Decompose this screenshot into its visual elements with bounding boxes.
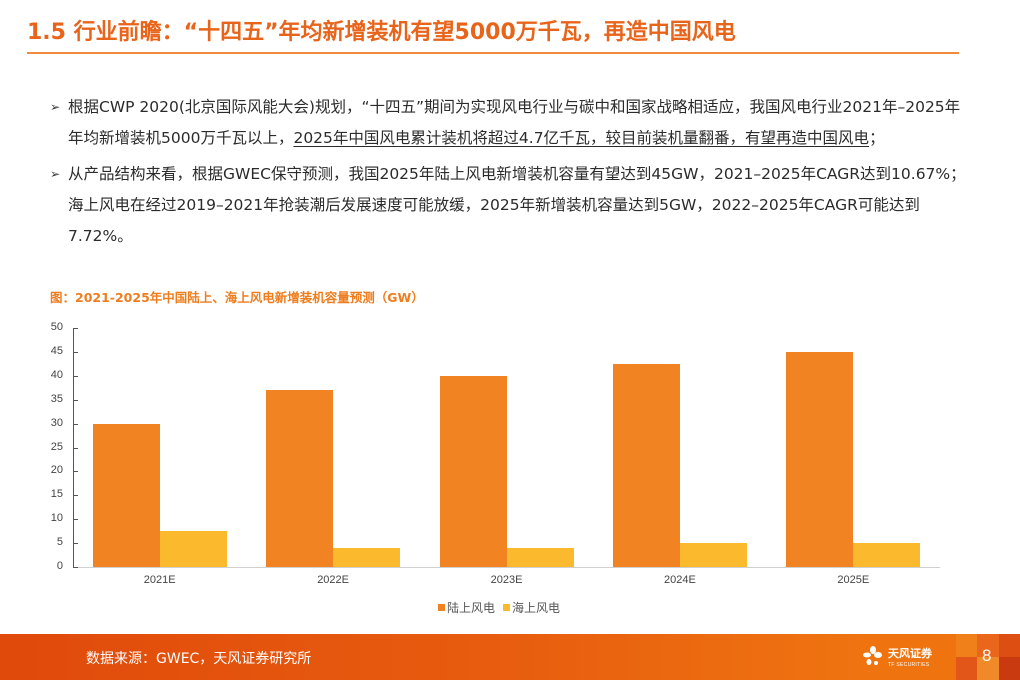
bullet-list: ➢ 根据CWP 2020(北京国际风能大会)规划，“十四五”期间为实现风电行业与… [50,92,970,257]
legend-label: 陆上风电 [447,601,496,615]
y-tick [73,543,78,545]
bar-offshore [333,547,401,567]
y-tick [73,423,78,425]
bullet-text-underlined: 2025年中国风电累计装机将超过4.7亿千瓦，较目前装机量翻番，有望再造中国风电 [293,129,870,147]
page-title: 1.5 行业前瞻：“十四五”年均新增装机有望5000万千瓦，再造中国风电 [27,20,736,45]
x-category-label: 2022E [317,574,349,586]
y-tick [73,447,78,449]
y-tick-label: 10 [50,512,63,525]
arrow-bullet-icon: ➢ [50,167,61,181]
y-tick-label: 0 [56,560,63,572]
bar-offshore [159,531,227,567]
x-axis [73,567,940,568]
bullet-text-tail: ； [869,129,885,147]
flower-logo-icon [863,646,882,665]
y-tick-label: 15 [50,488,63,501]
chart-legend: 陆上风电 海上风电 [438,599,560,616]
y-tick [73,495,78,497]
y-tick [73,399,78,401]
x-category-label: 2025E [837,574,870,586]
y-tick-label: 25 [50,440,63,453]
y-tick [73,328,78,329]
y-tick-label: 45 [50,344,63,357]
logo-text: 天风证券 [888,647,932,660]
y-tick [73,519,78,521]
legend-swatch-icon [438,604,445,611]
y-tick-label: 20 [50,464,63,477]
y-tick-label: 40 [50,368,63,381]
decorative-tiles [956,634,1020,680]
footer-bar: 数据来源：GWEC，天风证券研究所 天风证券 TF SECURITIES 8 [0,634,1020,680]
y-tick-label: 50 [50,321,63,333]
y-tick-label: 5 [56,536,63,549]
bullet-text: 从产品结构来看，根据GWEC保守预测，我国2025年陆上风电新增装机容量有望达到… [68,165,966,245]
bar-onshore [612,363,680,567]
y-tick-label: 30 [50,416,63,429]
bar-offshore [506,547,574,567]
y-tick-label: 35 [50,392,63,405]
x-category-label: 2024E [663,574,696,586]
legend-item: 海上风电 [503,599,560,616]
title-divider [27,52,959,54]
bar-onshore [786,351,854,567]
legend-swatch-icon [503,604,511,611]
bullet-text: 根据CWP 2020(北京国际风能大会)规划，“十四五”期间为实现风电行业与碳中… [68,98,961,147]
x-category-label: 2021E [143,574,176,586]
arrow-bullet-icon: ➢ [50,100,61,114]
y-tick [73,351,78,353]
bar-offshore [679,543,747,567]
page-number: 8 [982,646,992,665]
bar-onshore [439,375,507,567]
bar-onshore [266,390,334,567]
company-logo: 天风证券 TF SECURITIES [862,644,932,668]
figure-title: 图：2021-2025年中国陆上、海上风电新增装机容量预测（GW） [50,290,424,305]
legend-item: 陆上风电 [438,599,495,616]
legend-label: 海上风电 [512,601,561,615]
y-tick [73,471,78,473]
bullet-item: ➢ 根据CWP 2020(北京国际风能大会)规划，“十四五”期间为实现风电行业与… [50,92,970,154]
data-source: 数据来源：GWEC，天风证券研究所 [86,651,312,667]
bar-onshore [92,423,160,567]
logo-subtext: TF SECURITIES [888,662,930,668]
y-tick [73,567,78,568]
x-category-label: 2023E [490,574,523,586]
bar-offshore [853,543,921,567]
y-tick [73,375,78,377]
bullet-item: ➢ 从产品结构来看，根据GWEC保守预测，我国2025年陆上风电新增装机容量有望… [50,159,970,252]
